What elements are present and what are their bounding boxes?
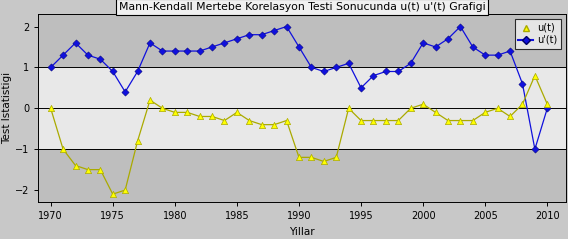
Point xyxy=(294,155,303,159)
Point xyxy=(46,106,55,110)
Point xyxy=(83,168,93,172)
Point xyxy=(158,106,167,110)
Y-axis label: Test Istatistigi: Test Istatistigi xyxy=(2,72,12,144)
Point xyxy=(232,37,241,41)
Point xyxy=(59,147,68,151)
Point xyxy=(431,45,440,49)
Point xyxy=(133,70,142,73)
Point xyxy=(444,119,453,122)
Point xyxy=(170,49,179,53)
Point xyxy=(543,102,552,106)
Point xyxy=(145,98,154,102)
Point xyxy=(270,123,279,127)
Point xyxy=(456,119,465,122)
Point xyxy=(59,53,68,57)
Point xyxy=(220,119,229,122)
Point xyxy=(344,106,353,110)
Point xyxy=(158,49,167,53)
Point xyxy=(46,65,55,69)
Point xyxy=(270,29,279,33)
Point xyxy=(468,119,477,122)
Point xyxy=(369,74,378,77)
Point xyxy=(220,41,229,45)
Point xyxy=(133,139,142,143)
Point xyxy=(83,53,93,57)
Point xyxy=(307,65,316,69)
Point xyxy=(394,70,403,73)
Point xyxy=(120,90,130,94)
Point xyxy=(506,49,515,53)
Point xyxy=(419,102,428,106)
Point xyxy=(419,41,428,45)
Point xyxy=(207,45,216,49)
Point xyxy=(456,25,465,28)
Point xyxy=(120,188,130,192)
Point xyxy=(406,106,415,110)
Point xyxy=(518,82,527,86)
Point xyxy=(332,65,341,69)
Point xyxy=(145,41,154,45)
Point xyxy=(357,119,366,122)
Point xyxy=(96,168,105,172)
Point xyxy=(319,70,328,73)
Point xyxy=(531,147,540,151)
Legend: u(t), u'(t): u(t), u'(t) xyxy=(515,19,561,49)
Point xyxy=(543,106,552,110)
Point xyxy=(96,57,105,61)
Point xyxy=(282,25,291,28)
Point xyxy=(406,61,415,65)
Point xyxy=(531,74,540,77)
Point xyxy=(183,49,192,53)
Point xyxy=(170,110,179,114)
Point xyxy=(108,192,118,196)
Point xyxy=(71,41,80,45)
Bar xyxy=(38,67,566,149)
Point xyxy=(294,45,303,49)
Point xyxy=(319,160,328,163)
Point xyxy=(257,33,266,37)
Point xyxy=(108,70,118,73)
Point xyxy=(518,102,527,106)
Point xyxy=(183,110,192,114)
Point xyxy=(232,110,241,114)
Point xyxy=(493,106,502,110)
Point xyxy=(344,61,353,65)
Point xyxy=(207,114,216,118)
Point xyxy=(381,119,390,122)
Point xyxy=(481,110,490,114)
Title: Mann-Kendall Mertebe Korelasyon Testi Sonucunda u(t) u'(t) Grafigi: Mann-Kendall Mertebe Korelasyon Testi So… xyxy=(119,2,486,12)
Point xyxy=(257,123,266,127)
Point xyxy=(431,110,440,114)
Point xyxy=(307,155,316,159)
Point xyxy=(394,119,403,122)
Point xyxy=(444,37,453,41)
Point xyxy=(493,53,502,57)
Point xyxy=(332,155,341,159)
Point xyxy=(481,53,490,57)
Point xyxy=(245,119,254,122)
Point xyxy=(195,49,204,53)
Point xyxy=(506,114,515,118)
Point xyxy=(71,164,80,168)
Point xyxy=(357,86,366,90)
Point xyxy=(468,45,477,49)
Point xyxy=(369,119,378,122)
Point xyxy=(381,70,390,73)
Point xyxy=(282,119,291,122)
Point xyxy=(195,114,204,118)
X-axis label: Yillar: Yillar xyxy=(289,227,315,237)
Point xyxy=(245,33,254,37)
